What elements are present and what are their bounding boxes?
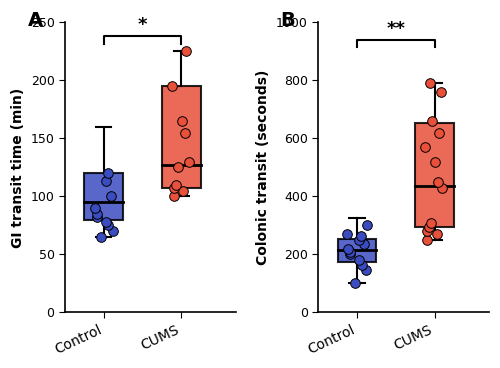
- Point: [104, 170, 112, 176]
- Point: [434, 179, 442, 185]
- Point: [362, 223, 370, 229]
- Point: [172, 182, 180, 188]
- Point: [91, 205, 99, 211]
- Point: [436, 89, 444, 95]
- Bar: [415, 123, 454, 227]
- Point: [180, 188, 188, 194]
- Point: [93, 211, 101, 217]
- Point: [344, 246, 352, 252]
- Point: [168, 83, 176, 89]
- Text: A: A: [28, 11, 42, 30]
- Point: [109, 228, 117, 234]
- Point: [362, 268, 370, 273]
- Point: [436, 130, 444, 136]
- Point: [346, 249, 354, 255]
- Point: [433, 231, 441, 237]
- Bar: [338, 238, 376, 262]
- Point: [427, 220, 435, 226]
- Point: [421, 144, 429, 150]
- Bar: [162, 86, 200, 188]
- Point: [350, 280, 358, 286]
- Point: [438, 185, 446, 191]
- Point: [182, 49, 190, 54]
- Point: [104, 223, 112, 229]
- Point: [428, 118, 436, 124]
- Point: [170, 185, 178, 191]
- Point: [93, 215, 101, 220]
- Point: [426, 224, 434, 230]
- Point: [170, 194, 177, 199]
- Point: [174, 164, 182, 170]
- Point: [102, 219, 110, 225]
- Point: [180, 130, 188, 136]
- Point: [355, 257, 363, 263]
- Point: [178, 118, 186, 124]
- Y-axis label: Colonic transit (seconds): Colonic transit (seconds): [256, 70, 270, 265]
- Point: [358, 262, 366, 268]
- Point: [107, 194, 115, 199]
- Point: [423, 237, 431, 243]
- Point: [357, 233, 365, 238]
- Point: [360, 241, 368, 247]
- Point: [344, 231, 351, 237]
- Text: *: *: [138, 16, 147, 34]
- Text: B: B: [280, 11, 295, 30]
- Bar: [84, 173, 123, 220]
- Point: [355, 237, 363, 243]
- Point: [426, 81, 434, 86]
- Text: **: **: [386, 20, 406, 38]
- Point: [423, 228, 431, 234]
- Point: [432, 159, 440, 164]
- Point: [346, 252, 354, 258]
- Point: [102, 178, 110, 184]
- Y-axis label: GI transit time (min): GI transit time (min): [11, 87, 25, 248]
- Point: [97, 234, 105, 240]
- Point: [184, 159, 192, 164]
